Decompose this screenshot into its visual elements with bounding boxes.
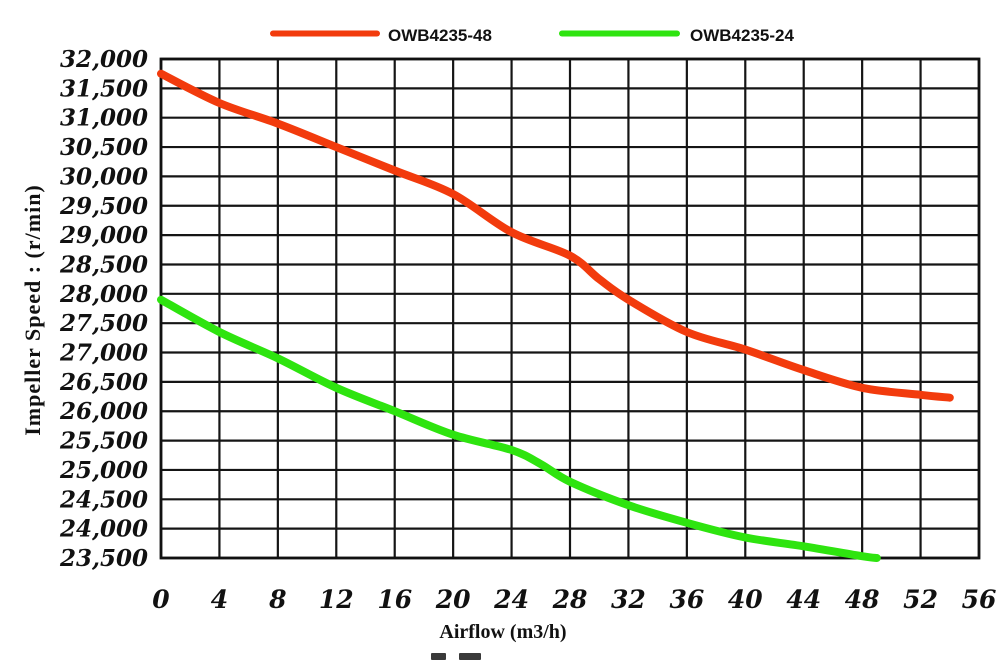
y-tick-label: 25,000 [59, 457, 148, 484]
series-lines [157, 69, 954, 562]
x-tick-label: 8 [268, 585, 286, 614]
plot-frame [159, 57, 981, 560]
x-tick-label: 56 [962, 585, 997, 614]
y-tick-label: 31,000 [60, 105, 148, 132]
x-tick-label: 48 [845, 585, 880, 614]
y-tick-label: 24,000 [59, 516, 148, 543]
y-tick-label: 29,000 [59, 222, 148, 249]
y-tick-label: 24,500 [59, 486, 148, 513]
x-tick-label: 12 [319, 585, 354, 614]
x-axis-title: Airflow (m3/h) [439, 621, 566, 643]
series-line-owb4235-24 [157, 295, 881, 562]
x-tick-label: 44 [786, 585, 821, 614]
y-tick-label: 29,500 [59, 193, 148, 220]
y-tick-label: 32,000 [60, 46, 148, 73]
x-tick-label: 24 [493, 585, 529, 614]
x-tick-label: 4 [211, 585, 228, 614]
y-tick-label: 30,000 [60, 163, 148, 190]
x-tick-label: 28 [552, 585, 588, 614]
y-tick-label: 28,000 [59, 281, 148, 308]
legend-label-owb4235-48: OWB4235-48 [388, 26, 492, 45]
x-tick-label: 16 [377, 585, 412, 614]
legend: OWB4235-48 OWB4235-24 [270, 26, 794, 45]
y-tick-label: 25,500 [59, 428, 148, 455]
y-tick-label: 31,500 [60, 75, 148, 102]
cropped-text-artifact [431, 653, 481, 660]
axis-ticks: 0 4 8 12 16 20 24 28 32 36 40 44 48 52 5623,50024,0002… [59, 46, 996, 614]
x-tick-label: 40 [728, 585, 763, 614]
legend-label-owb4235-24: OWB4235-24 [690, 26, 794, 45]
grid [159, 57, 981, 560]
y-axis-title: Impeller Speed : (r/min) [20, 184, 45, 436]
y-tick-label: 26,000 [59, 398, 148, 425]
x-tick-label: 32 [611, 585, 646, 614]
y-tick-label: 26,500 [59, 369, 148, 396]
x-tick-label: 0 [152, 585, 170, 614]
y-tick-label: 27,000 [59, 340, 148, 367]
y-tick-label: 23,500 [59, 545, 148, 572]
x-tick-label: 36 [669, 585, 704, 614]
x-tick-label: 52 [903, 585, 938, 614]
y-tick-label: 30,500 [60, 134, 148, 161]
y-tick-label: 28,500 [59, 251, 148, 278]
series-line-owb4235-48 [157, 69, 954, 402]
x-tick-label: 20 [435, 585, 471, 614]
y-tick-label: 27,500 [59, 310, 148, 337]
